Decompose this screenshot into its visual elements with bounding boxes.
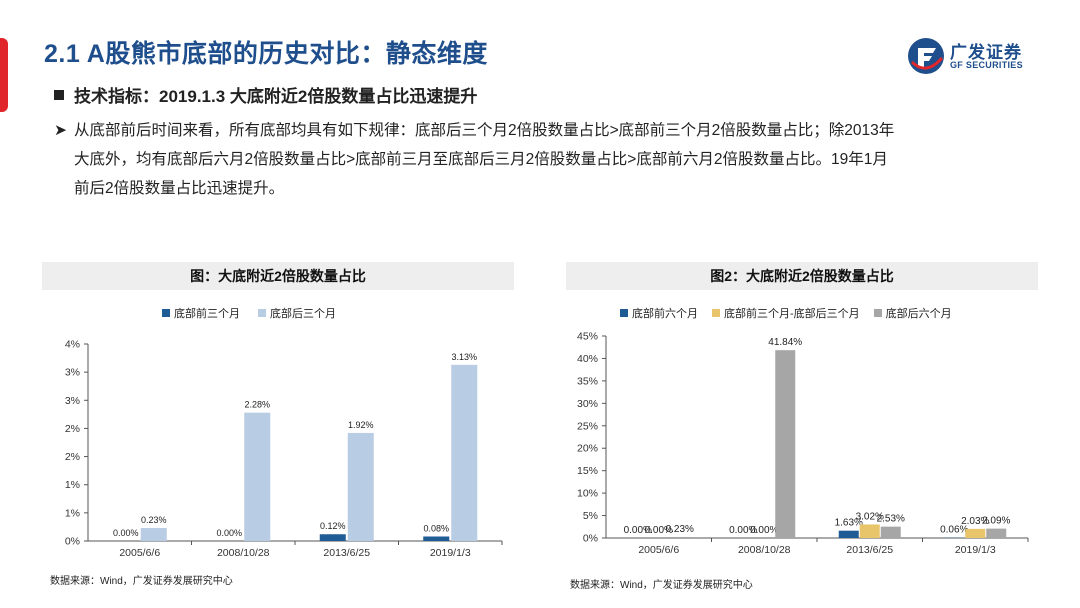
y-tick-label: 3% bbox=[65, 367, 80, 379]
data-label: 2.03% bbox=[961, 516, 989, 527]
legend-item: 底部前六个月 bbox=[620, 305, 698, 321]
y-tick-label: 1% bbox=[65, 479, 80, 491]
legend-swatch bbox=[162, 309, 170, 317]
data-label: 0.12% bbox=[320, 521, 346, 531]
body-paragraph: ➤ 从底部前后时间来看，所有底部均具有如下规律：底部后三个月2倍股数量占比>底部前… bbox=[54, 116, 1044, 203]
legend-label: 底部前三个月 bbox=[174, 308, 240, 320]
legend-label: 底部前六个月 bbox=[632, 308, 698, 320]
legend-label: 底部后六个月 bbox=[885, 308, 952, 320]
chart1-plot: 0%1%1%2%2%3%3%4%2005/6/60.00%0.23%2008/1… bbox=[65, 339, 503, 559]
y-tick-label: 0% bbox=[65, 536, 80, 548]
x-tick-label: 2008/10/28 bbox=[217, 547, 270, 559]
accent-bar bbox=[0, 38, 8, 112]
y-tick-label: 10% bbox=[577, 488, 598, 500]
brand-logo: 广发证券 GF SECURITIES bbox=[906, 36, 1046, 76]
y-tick-label: 1% bbox=[65, 507, 80, 519]
x-tick-label: 2008/10/28 bbox=[738, 544, 791, 556]
legend-item: 底部后六个月 bbox=[873, 305, 952, 321]
y-tick-label: 0% bbox=[583, 533, 598, 545]
bar bbox=[775, 350, 796, 538]
x-tick-label: 2019/1/3 bbox=[955, 544, 996, 556]
y-tick-label: 5% bbox=[583, 510, 598, 522]
bar bbox=[140, 528, 167, 541]
data-label: 0.00% bbox=[645, 525, 673, 536]
data-label: 0.00% bbox=[113, 528, 139, 538]
y-tick-label: 30% bbox=[577, 398, 598, 410]
bar bbox=[669, 536, 690, 538]
data-label: 0.08% bbox=[423, 523, 449, 533]
legend-swatch bbox=[258, 309, 266, 317]
y-tick-label: 3% bbox=[65, 395, 80, 407]
logo-cn-text: 广发证券 bbox=[950, 43, 1022, 62]
y-tick-label: 45% bbox=[577, 331, 598, 343]
bar bbox=[965, 528, 986, 538]
data-label: 3.02% bbox=[856, 511, 884, 522]
data-label: 41.84% bbox=[768, 337, 802, 348]
bar bbox=[423, 536, 450, 541]
x-tick-label: 2013/6/25 bbox=[846, 544, 893, 556]
y-tick-label: 35% bbox=[577, 375, 598, 387]
bar bbox=[986, 528, 1007, 538]
y-tick-label: 2% bbox=[65, 451, 80, 463]
para-line-2: 大底外，均有底部后六月2倍股数量占比>底部前三月至底部后三月2倍股数量占比>底部… bbox=[74, 151, 888, 168]
page-title: 2.1 A股熊市底部的历史对比：静态维度 bbox=[44, 40, 488, 68]
data-label: 0.00% bbox=[750, 525, 778, 536]
y-tick-label: 20% bbox=[577, 443, 598, 455]
y-tick-label: 2% bbox=[65, 423, 80, 435]
bar bbox=[347, 432, 374, 541]
data-label: 3.13% bbox=[451, 352, 477, 362]
bar bbox=[859, 524, 880, 538]
data-label: 0.06% bbox=[940, 525, 968, 536]
legend-swatch bbox=[712, 309, 720, 317]
legend-item: 底部后三个月 bbox=[258, 305, 336, 321]
x-tick-label: 2005/6/6 bbox=[119, 547, 160, 559]
y-tick-label: 25% bbox=[577, 420, 598, 432]
chart1-source: 数据来源：Wind，广发证券发展研究中心 bbox=[50, 576, 233, 587]
data-label: 0.00% bbox=[729, 525, 757, 536]
bullet-text: 技术指标：2019.1.3 大底附近2倍股数量占比迅速提升 bbox=[74, 87, 478, 106]
x-tick-label: 2005/6/6 bbox=[638, 544, 679, 556]
x-tick-label: 2019/1/3 bbox=[430, 547, 471, 559]
data-label: 0.23% bbox=[666, 524, 694, 535]
data-label: 1.92% bbox=[348, 420, 374, 430]
chart2-legend: 底部前六个月 底部前三个月-底部后三个月 底部后六个月 bbox=[620, 305, 952, 321]
legend-swatch bbox=[620, 309, 628, 317]
gf-logo-icon bbox=[908, 38, 944, 74]
data-label: 2.09% bbox=[982, 516, 1010, 527]
bar bbox=[244, 412, 271, 541]
bar bbox=[838, 530, 859, 538]
square-bullet-icon bbox=[54, 90, 64, 100]
y-tick-label: 40% bbox=[577, 353, 598, 365]
legend-item: 底部前三个月-底部后三个月 bbox=[712, 305, 860, 321]
para-line-1: 从底部前后时间来看，所有底部均具有如下规律：底部后三个月2倍股数量占比>底部前三… bbox=[74, 122, 895, 139]
logo-en-text: GF SECURITIES bbox=[950, 60, 1023, 70]
y-tick-label: 15% bbox=[577, 465, 598, 477]
legend-label: 底部前三个月-底部后三个月 bbox=[724, 308, 860, 320]
chart1-title: 图：大底附近2倍股数量占比 bbox=[42, 262, 514, 290]
bar bbox=[451, 364, 478, 541]
chart2-title: 图2：大底附近2倍股数量占比 bbox=[566, 262, 1038, 290]
legend-item: 底部前三个月 bbox=[162, 305, 240, 321]
data-label: 0.00% bbox=[216, 528, 242, 538]
section-bullet: 技术指标：2019.1.3 大底附近2倍股数量占比迅速提升 bbox=[54, 82, 477, 107]
data-label: 1.63% bbox=[835, 518, 863, 529]
arrow-bullet-icon: ➤ bbox=[54, 122, 67, 139]
bar bbox=[880, 526, 901, 538]
legend-label: 底部后三个月 bbox=[270, 308, 336, 320]
chart2-source: 数据来源：Wind，广发证券发展研究中心 bbox=[570, 580, 753, 591]
x-tick-label: 2013/6/25 bbox=[323, 547, 370, 559]
y-tick-label: 4% bbox=[65, 339, 80, 351]
legend-swatch bbox=[873, 309, 882, 317]
para-line-3: 前后2倍股数量占比迅速提升。 bbox=[74, 180, 285, 197]
data-label: 2.28% bbox=[244, 400, 270, 410]
chart1-legend: 底部前三个月 底部后三个月 bbox=[162, 305, 336, 321]
data-label: 0.23% bbox=[141, 515, 167, 525]
bar bbox=[319, 534, 346, 541]
data-label: 0.00% bbox=[624, 525, 652, 536]
data-label: 2.53% bbox=[877, 514, 905, 525]
chart2-plot: 0% 5% 10% 15% 20% 25% 30% 35% 40% 45% 2005/6/6 0.00… bbox=[577, 331, 1029, 556]
